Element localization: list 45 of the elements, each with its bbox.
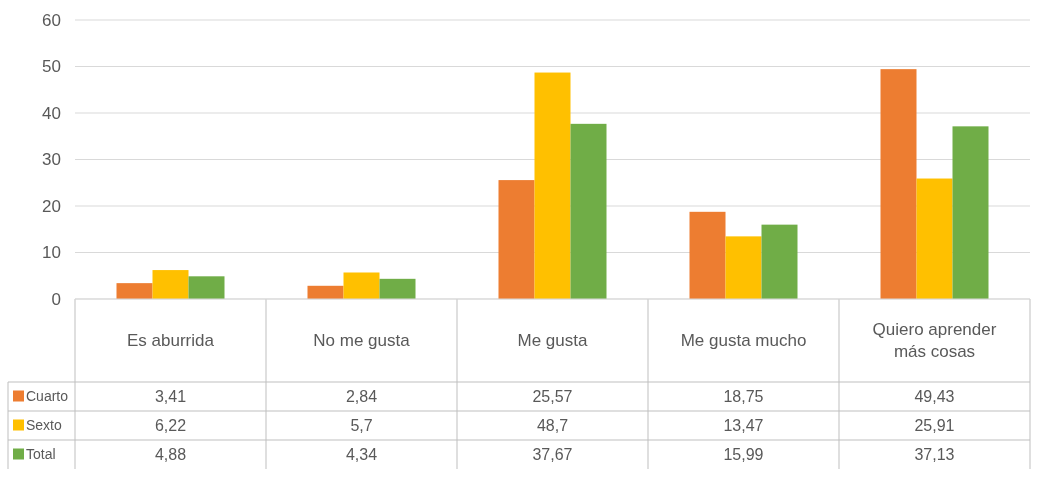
y-tick-label: 60 <box>42 10 61 30</box>
data-label: 18,75 <box>723 388 764 406</box>
y-tick-label: 40 <box>42 103 61 123</box>
data-label: 37,13 <box>914 446 955 464</box>
x-tick-label: Me gusta mucho <box>680 331 807 351</box>
bar <box>116 283 153 299</box>
data-label: 6,22 <box>154 417 187 435</box>
bar <box>689 211 726 299</box>
bar <box>152 270 189 299</box>
x-tick-label: No me gusta <box>313 331 411 351</box>
bar <box>534 72 571 299</box>
data-label: 37,67 <box>532 446 573 464</box>
data-label: 48,7 <box>536 417 569 435</box>
data-label: 4,34 <box>345 446 378 464</box>
y-tick-label: 30 <box>42 150 61 170</box>
bar <box>307 285 344 299</box>
data-label: 25,91 <box>914 417 955 435</box>
data-label: 49,43 <box>914 388 955 406</box>
y-tick-label: 20 <box>42 196 61 216</box>
bar <box>498 180 535 299</box>
bar <box>188 276 225 299</box>
data-label: 4,88 <box>154 446 187 464</box>
x-tick-label: Quiero aprender más cosas <box>872 320 997 362</box>
bar <box>343 272 380 299</box>
bar <box>379 278 416 299</box>
bar <box>916 178 953 299</box>
y-tick-label: 0 <box>51 289 61 309</box>
bar <box>725 236 762 299</box>
data-label: 3,41 <box>154 388 187 406</box>
data-label: 15,99 <box>723 446 764 464</box>
x-tick-label: Es aburrida <box>127 331 215 351</box>
bar <box>952 126 989 299</box>
legend-label: Sexto <box>26 417 63 434</box>
y-tick-label: 50 <box>42 57 61 77</box>
legend-label: Cuarto <box>26 388 69 405</box>
bar <box>761 224 798 299</box>
data-label: 5,7 <box>350 417 373 435</box>
bar <box>570 123 607 299</box>
x-tick-label: Me gusta <box>517 331 588 351</box>
data-label: 25,57 <box>532 388 573 406</box>
data-label: 13,47 <box>723 417 764 435</box>
data-label: 2,84 <box>345 388 378 406</box>
y-tick-label: 10 <box>42 243 61 263</box>
bar <box>880 69 917 299</box>
legend-label: Total <box>26 446 56 463</box>
